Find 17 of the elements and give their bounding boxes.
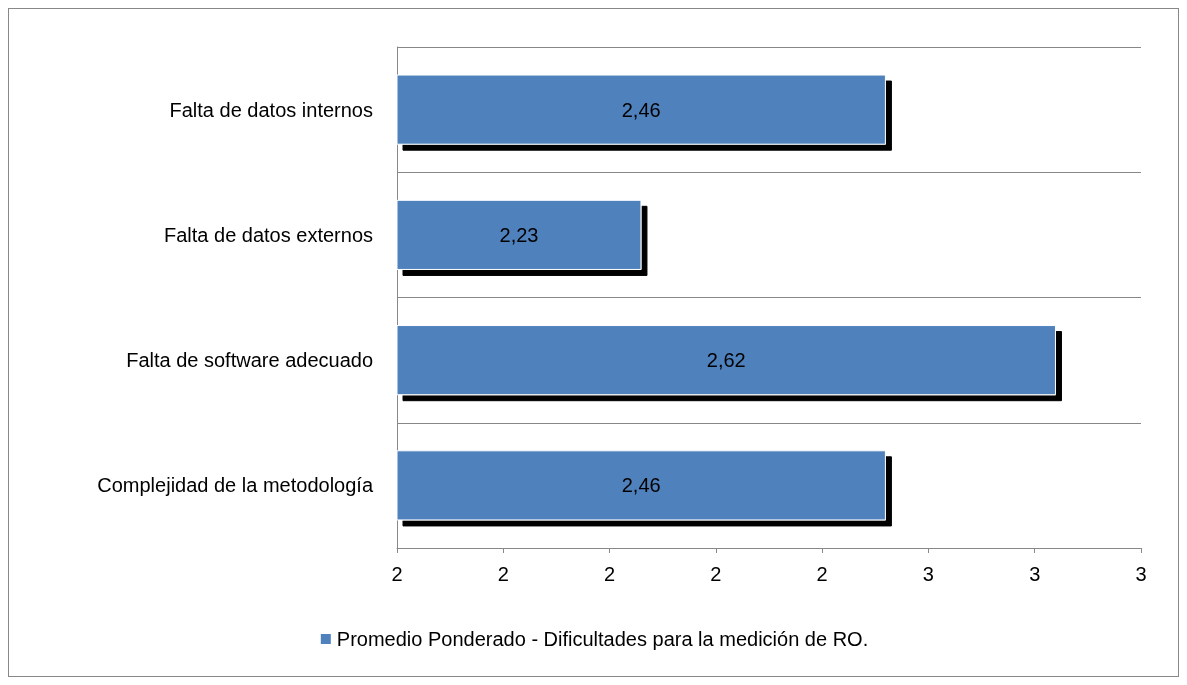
- x-tick-label: 2: [710, 563, 722, 585]
- x-tick-label: 3: [1029, 563, 1041, 585]
- data-label: 2,23: [499, 223, 539, 246]
- data-label: 2,46: [621, 98, 661, 121]
- x-tick-label: 2: [604, 563, 616, 585]
- data-label: 2,62: [706, 349, 746, 372]
- x-tick-label: 3: [922, 563, 934, 585]
- x-tick-label: 2: [816, 563, 828, 585]
- y-tick-label: Falta de datos externos: [163, 223, 373, 246]
- legend-label: Promedio Ponderado - Dificultades para la medición de RO.: [336, 628, 869, 650]
- data-label: 2,46: [621, 474, 661, 497]
- x-tick-label: 2: [391, 563, 403, 585]
- y-tick-label: Falta de datos internos: [169, 98, 373, 121]
- y-tick-label: Falta de software adecuado: [126, 349, 373, 372]
- y-tick-label: Complejidad de la metodología: [97, 474, 374, 497]
- x-tick-label: 2: [497, 563, 509, 585]
- x-tick-label: 3: [1135, 563, 1147, 585]
